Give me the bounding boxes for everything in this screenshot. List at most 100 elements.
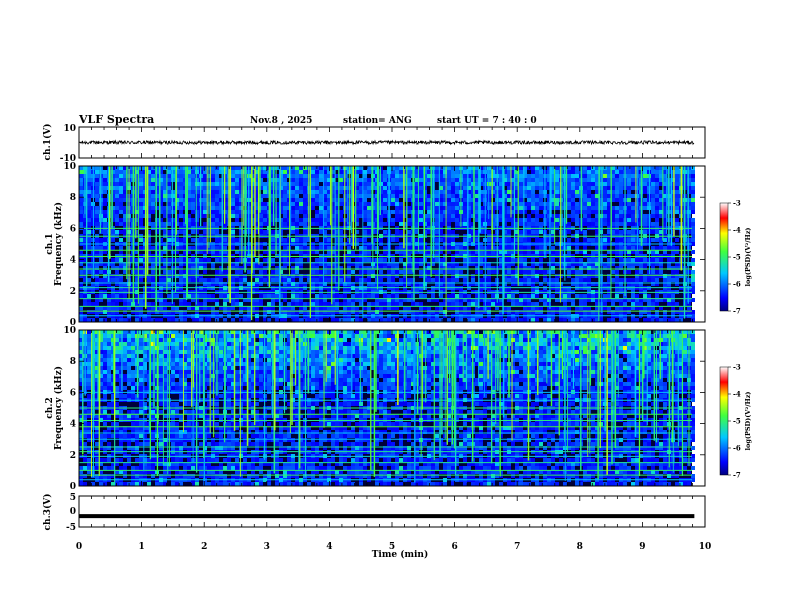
spectrogram-cell [271, 306, 275, 310]
spectrogram-cell [291, 218, 295, 222]
spectrogram-cell [367, 274, 371, 278]
spectrogram-cell [531, 202, 535, 206]
spectrogram-cell [523, 266, 527, 270]
spectrogram-cell [203, 298, 207, 302]
spectrogram-cell [607, 250, 611, 254]
spectrogram-cell [367, 294, 371, 298]
spectrogram-cell [679, 310, 683, 314]
spectrogram-cell [291, 270, 295, 274]
spectrogram-cell [527, 278, 531, 282]
spectrogram-cell [255, 202, 259, 206]
spectrogram-cell [295, 250, 299, 254]
spectrogram-cell [299, 318, 303, 322]
spectrogram-cell [195, 238, 199, 242]
spectrogram-cell [575, 246, 579, 250]
spectrogram-cell [255, 258, 259, 262]
spectrogram-cell [547, 178, 551, 182]
spectrogram-cell [203, 230, 207, 234]
spectrogram-cell [503, 190, 507, 194]
spectrogram-cell [139, 174, 143, 178]
spectrogram-cell [567, 174, 571, 178]
spectrogram-cell [367, 178, 371, 182]
spectrogram-cell [443, 218, 447, 222]
spectrogram-cell [611, 174, 615, 178]
spectrogram-cell [403, 178, 407, 182]
spectrogram-cell [283, 222, 287, 226]
spectrogram-cell [231, 194, 235, 198]
spectrogram-cell [455, 294, 459, 298]
spectrogram-cell [223, 310, 227, 314]
spectrogram-cell [539, 310, 543, 314]
spectrogram-cell [291, 170, 295, 174]
spectrogram-cell [455, 262, 459, 266]
spectrogram-cell [347, 166, 351, 170]
spectrogram-cell [159, 258, 163, 262]
spectrogram-cell [631, 186, 635, 190]
spectrogram-cell [395, 178, 399, 182]
spectrogram-cell [403, 186, 407, 190]
spectrogram-cell [315, 190, 319, 194]
spectrogram-cell [163, 230, 167, 234]
spectrogram-cell [203, 222, 207, 226]
spectrogram-cell [187, 266, 191, 270]
spectrogram-cell [163, 258, 167, 262]
spectrogram-cell [443, 202, 447, 206]
spectrogram-cell [263, 230, 267, 234]
spectrogram-cell [467, 174, 471, 178]
spectrogram-cell [471, 170, 475, 174]
spectrogram-cell [115, 274, 119, 278]
spectrogram-cell [475, 250, 479, 254]
spectrogram-cell [247, 270, 251, 274]
spectrogram-cell [347, 182, 351, 186]
spectrogram-cell [219, 178, 223, 182]
spectrogram-cell [391, 298, 395, 302]
spectrogram-cell [279, 202, 283, 206]
spectrogram-cell [331, 202, 335, 206]
spectrogram-cell [571, 270, 575, 274]
spectrogram-cell [631, 298, 635, 302]
spectrogram-cell [647, 310, 651, 314]
spectrogram-cell [87, 174, 91, 178]
spectrogram-cell [663, 198, 667, 202]
spectrogram-cell [123, 170, 127, 174]
spectrogram-cell [379, 194, 383, 198]
spectrogram-cell [659, 206, 663, 210]
spectrogram-cell [179, 258, 183, 262]
spectrogram-cell [179, 198, 183, 202]
spectrogram-cell [179, 230, 183, 234]
spectrogram-cell [151, 262, 155, 266]
spectrogram-cell [327, 238, 331, 242]
spectrogram-cell [583, 246, 587, 250]
spectrogram-cell [407, 186, 411, 190]
spectrogram-cell [671, 202, 675, 206]
spectrogram-cell [291, 310, 295, 314]
spectrogram-cell [507, 278, 511, 282]
spectrogram-cell [631, 262, 635, 266]
spectrogram-cell [215, 230, 219, 234]
spectrogram-cell [455, 270, 459, 274]
spectrogram-cell [271, 278, 275, 282]
spectrogram-cell [551, 270, 555, 274]
spectrogram-cell [251, 270, 255, 274]
spectrogram-cell [383, 302, 387, 306]
spectrogram-cell [115, 198, 119, 202]
spectrogram-cell [567, 250, 571, 254]
spectrogram-cell [283, 266, 287, 270]
spectrogram-cell [379, 214, 383, 218]
spectrogram-cell [467, 250, 471, 254]
spectrogram-cell [187, 222, 191, 226]
spectrogram-cell [235, 214, 239, 218]
spectrogram-cell [643, 278, 647, 282]
spectrogram-cell [235, 298, 239, 302]
spectrogram-cell [691, 270, 695, 274]
spectrogram-cell [547, 218, 551, 222]
spectrogram-cell [339, 198, 343, 202]
spectrogram-cell [311, 298, 315, 302]
spectrogram-cell [447, 298, 451, 302]
spectrogram-cell [139, 190, 143, 194]
spectrogram-cell [179, 166, 183, 170]
spectrogram-cell [503, 178, 507, 182]
spectrogram-cell [467, 166, 471, 170]
spectrogram-cell [295, 222, 299, 226]
spectrogram-cell [587, 298, 591, 302]
